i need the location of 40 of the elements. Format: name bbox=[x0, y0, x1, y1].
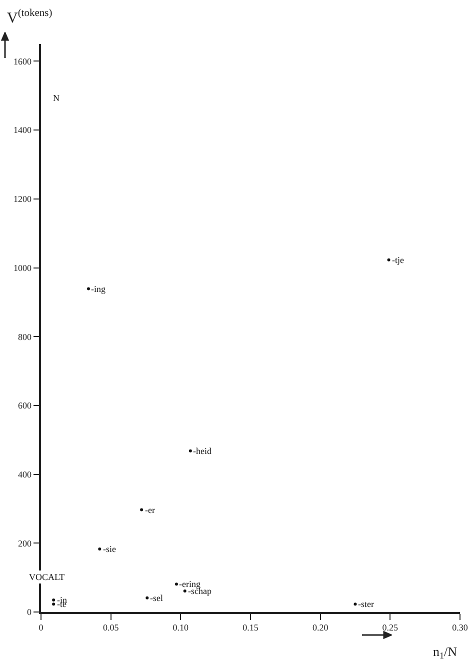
y-tick-label: 400 bbox=[18, 469, 32, 480]
y-tick-label: 1600 bbox=[13, 56, 32, 66]
x-tick-label: 0.15 bbox=[242, 622, 259, 633]
point bbox=[86, 287, 90, 290]
x-tick-label: 0 bbox=[38, 622, 44, 633]
y-tick-label: 1000 bbox=[13, 262, 32, 273]
x-tick-label: 0.10 bbox=[172, 622, 190, 633]
annotation: -ering bbox=[179, 579, 201, 589]
point bbox=[174, 582, 178, 586]
y-tick-label: 800 bbox=[18, 332, 32, 342]
point bbox=[183, 590, 186, 592]
y-tick-label: 1400 bbox=[13, 125, 32, 136]
point bbox=[140, 508, 144, 512]
point bbox=[387, 258, 390, 262]
y-tick-label: 0 bbox=[26, 607, 32, 618]
annotation: -sel bbox=[150, 593, 164, 603]
annotation: -heid bbox=[193, 446, 212, 456]
annotation: -ing bbox=[91, 284, 106, 294]
x-tick-label: 0.30 bbox=[452, 622, 468, 633]
point bbox=[52, 598, 56, 602]
y-tick-label: 1200 bbox=[13, 194, 32, 204]
annotation: VOCALT bbox=[29, 572, 66, 582]
y-axis-title: V$^{(tokens)}$ bbox=[7, 8, 53, 26]
point bbox=[146, 596, 149, 600]
point bbox=[188, 449, 192, 452]
x-tick-label: 0.05 bbox=[102, 622, 120, 633]
y-tick-label: 600 bbox=[18, 400, 32, 411]
x-axis-title: n$_{1}$/N bbox=[433, 644, 458, 661]
x-tick-label: 0.25 bbox=[382, 622, 399, 633]
annotation: N bbox=[53, 93, 60, 103]
y-tick-label: 200 bbox=[18, 538, 32, 548]
annotation: -sie bbox=[103, 544, 116, 554]
annotation: -schap bbox=[188, 586, 212, 596]
point bbox=[98, 548, 102, 550]
x-tick-label: 0.20 bbox=[312, 622, 329, 633]
point bbox=[354, 602, 357, 606]
annotation: -tje bbox=[392, 255, 404, 265]
annotation: -er bbox=[145, 505, 155, 515]
point bbox=[52, 602, 56, 606]
annotation: -ster bbox=[358, 599, 374, 609]
